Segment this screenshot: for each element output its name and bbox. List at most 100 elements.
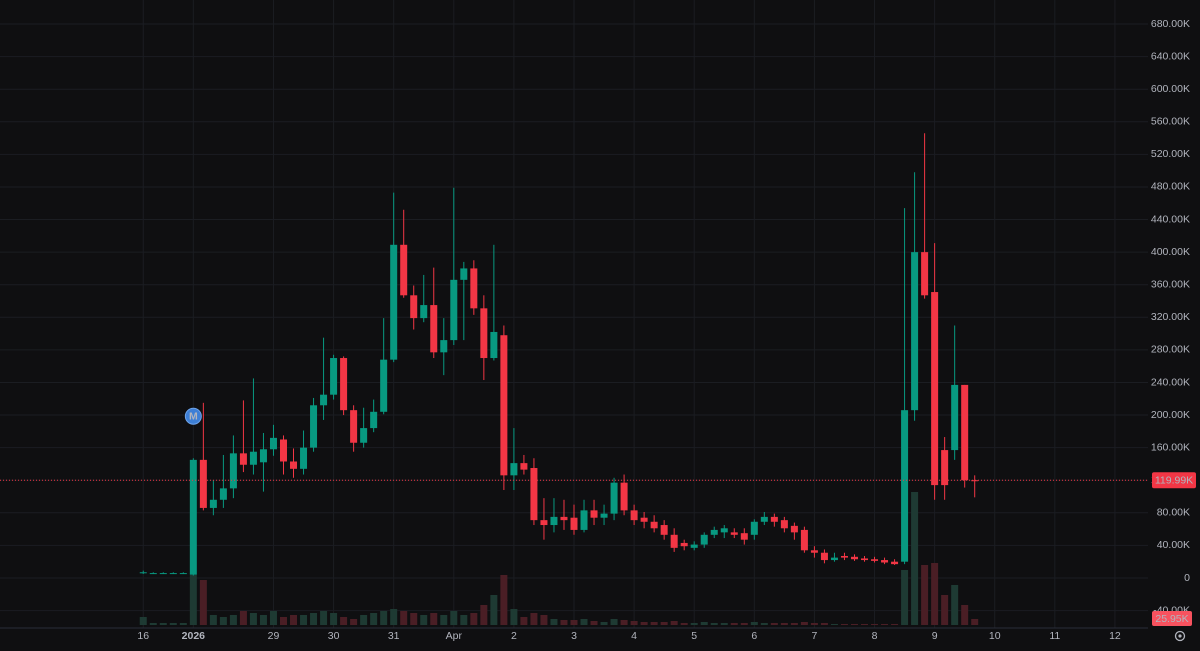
candle-body	[370, 411, 378, 429]
candle-body	[259, 449, 267, 463]
candle-body	[310, 405, 318, 448]
volume-bar	[830, 624, 838, 625]
y-tick-label: 80.00K	[1157, 507, 1190, 519]
candle-body	[760, 516, 768, 522]
candle-body	[740, 533, 748, 540]
volume-bar	[350, 619, 358, 625]
candle-body	[690, 544, 698, 548]
candle-body	[810, 550, 818, 553]
volume-bar	[500, 575, 508, 625]
candle-body	[239, 453, 247, 465]
volume-bar	[840, 624, 848, 625]
volume-bar	[490, 595, 498, 625]
volume-bar	[219, 617, 227, 625]
candle-body	[360, 428, 368, 443]
candle-body	[790, 525, 798, 533]
volume-bar	[951, 585, 959, 625]
volume-bar	[269, 611, 277, 625]
candle-body	[510, 463, 518, 476]
candle-body	[530, 468, 538, 521]
volume-bar	[670, 621, 678, 625]
volume-bar	[259, 615, 267, 625]
y-tick-label: 680.00K	[1151, 18, 1190, 30]
candle-body	[570, 517, 578, 530]
candle-body	[971, 480, 979, 482]
candle-body	[500, 335, 508, 476]
candle-body	[169, 573, 177, 575]
volume-bar	[520, 617, 528, 625]
volume-bar	[680, 623, 688, 625]
volume-bar	[470, 613, 478, 625]
volume-bar	[850, 624, 858, 625]
y-tick-label: 480.00K	[1151, 181, 1190, 193]
y-tick-label: 640.00K	[1151, 50, 1190, 62]
candle-body	[440, 340, 448, 353]
volume-bar	[640, 622, 648, 625]
candle-body	[550, 516, 558, 526]
candle-body	[931, 292, 939, 486]
candle-body	[179, 573, 187, 575]
volume-bar	[239, 611, 247, 625]
x-tick-label: 2026	[182, 630, 206, 642]
candle-body	[450, 279, 458, 341]
candle-body	[580, 510, 588, 530]
candle-body	[750, 521, 758, 535]
volume-bar	[179, 623, 187, 625]
volume-bar	[941, 595, 949, 625]
volume-bar	[460, 615, 468, 625]
x-tick-label: 12	[1109, 630, 1121, 642]
x-tick-label: 6	[751, 630, 757, 642]
candle-body	[269, 437, 277, 450]
y-tick-label: 600.00K	[1151, 83, 1190, 95]
candle-body	[390, 244, 398, 360]
x-tick-label: 7	[811, 630, 817, 642]
volume-bar	[440, 615, 448, 625]
candle-body	[520, 463, 528, 470]
candle-body	[710, 529, 718, 535]
x-tick-label: 10	[989, 630, 1001, 642]
candle-body	[430, 305, 438, 353]
candle-body	[330, 358, 338, 395]
volume-bar	[891, 624, 899, 625]
candle-body	[400, 244, 408, 296]
candle-body	[340, 358, 348, 411]
candle-body	[871, 559, 879, 561]
event-marker	[184, 407, 202, 425]
candle-body	[911, 252, 919, 411]
candle-body	[470, 268, 478, 309]
y-tick-label: 0	[1184, 572, 1190, 584]
volume-bar	[720, 623, 728, 625]
x-tick-label: 2	[511, 630, 517, 642]
last-price-box	[1152, 472, 1196, 489]
settings-icon-center[interactable]	[1178, 634, 1182, 638]
volume-bar	[430, 613, 438, 625]
volume-bar	[961, 605, 969, 625]
candle-body	[290, 461, 298, 469]
candle-body	[590, 510, 598, 518]
last-price-label: 119.99K	[1155, 475, 1193, 487]
volume-bar	[861, 624, 869, 625]
settings-button[interactable]	[1174, 630, 1186, 642]
candle-body	[480, 308, 488, 359]
candle-body	[460, 268, 468, 280]
x-tick-label: 4	[631, 630, 637, 642]
volume-bar	[770, 623, 778, 625]
settings-icon[interactable]	[1174, 630, 1186, 642]
volume-bar	[530, 613, 538, 625]
volume-bar	[730, 623, 738, 625]
volume-bar	[580, 619, 588, 625]
candle-body	[780, 520, 788, 529]
candle-body	[219, 488, 227, 500]
x-tick-label: 30	[328, 630, 340, 642]
volume-bar	[370, 613, 378, 625]
volume-bar	[750, 622, 758, 625]
volume-bar	[550, 619, 558, 625]
y-tick-label: 320.00K	[1151, 311, 1190, 323]
volume-layer	[139, 492, 979, 625]
volume-bar	[149, 623, 157, 625]
candle-body	[199, 459, 207, 508]
volume-bar	[971, 618, 979, 625]
candle-body	[620, 482, 628, 511]
